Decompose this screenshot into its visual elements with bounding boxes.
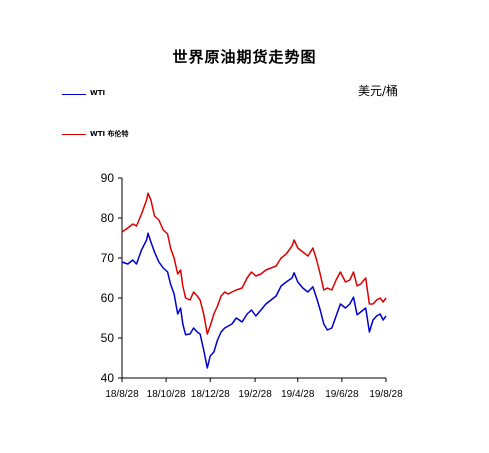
x-tick-label-4: 19/4/28	[281, 389, 315, 400]
y-tick-label-90: 90	[101, 171, 115, 185]
x-tick-label-0: 18/8/28	[105, 389, 139, 400]
x-tick-label-3: 19/2/28	[238, 389, 272, 400]
series-line-0	[121, 232, 387, 369]
x-tick-label-5: 19/6/28	[325, 389, 359, 400]
chart-title: 世界原油期货走势图	[172, 48, 317, 66]
y-tick-label-50: 50	[101, 331, 115, 345]
series-line-1	[121, 192, 387, 335]
y-tick-label-80: 80	[101, 211, 115, 225]
legend-swatch-wti	[62, 94, 86, 95]
y-tick-label-70: 70	[101, 251, 115, 265]
x-tick-label-2: 18/12/28	[191, 389, 230, 400]
legend-swatch-brent	[62, 134, 86, 135]
unit-label: 美元/桶	[358, 84, 399, 98]
legend-label-wti: WTI	[90, 89, 106, 97]
y-tick-label-60: 60	[101, 291, 115, 305]
x-tick-label-6: 19/8/28	[369, 389, 403, 400]
y-tick-label-40: 40	[101, 371, 115, 385]
legend-label-brent: WTI 布伦特	[90, 130, 129, 138]
x-tick-label-1: 18/10/28	[147, 389, 186, 400]
